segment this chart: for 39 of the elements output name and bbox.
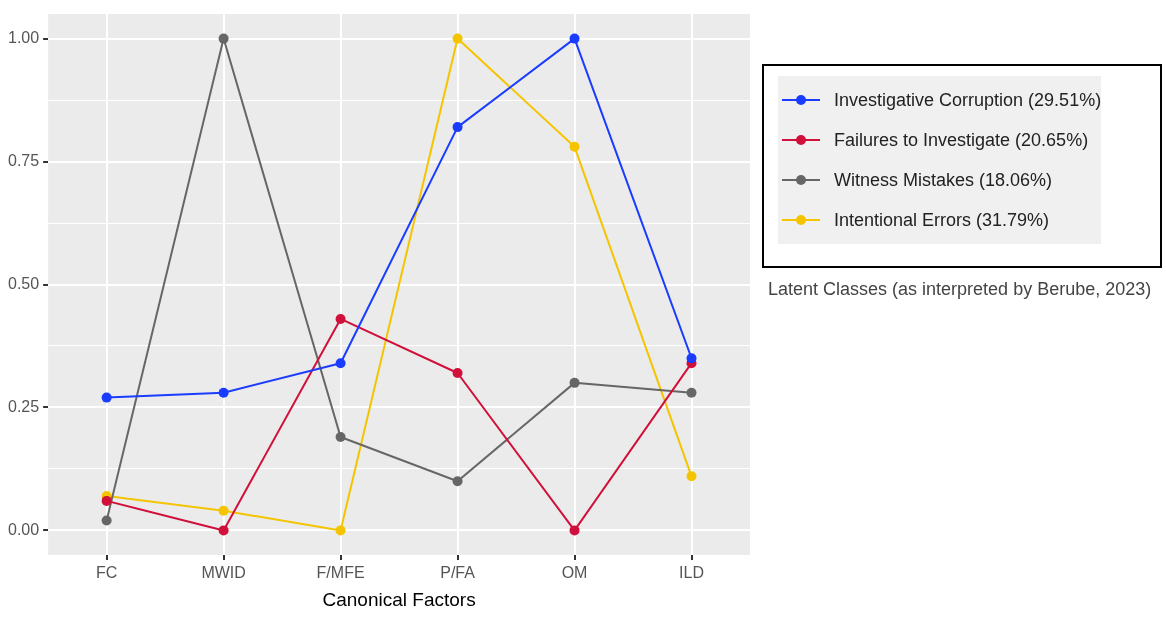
point: [101, 515, 112, 526]
point: [218, 387, 229, 398]
y-tick-label: 1.00: [8, 29, 40, 46]
point: [335, 525, 346, 536]
point: [569, 141, 580, 152]
point: [452, 476, 463, 487]
legend-label: Witness Mistakes (18.06%): [834, 169, 1053, 191]
point: [101, 495, 112, 506]
point: [686, 353, 697, 364]
point: [218, 33, 229, 44]
y-tick-label: 0.50: [8, 274, 40, 292]
text: Latent Classes (as interpreted by Berube, 2023): [768, 278, 1153, 301]
y-tick-label: 0.25: [8, 397, 40, 415]
point: [569, 33, 580, 44]
point: [218, 505, 229, 516]
point: [452, 33, 463, 44]
point: [335, 313, 346, 324]
point: [686, 387, 697, 398]
y-tick-label: 0.75: [8, 151, 40, 169]
point: [335, 431, 346, 442]
point: [218, 525, 229, 536]
point: [569, 377, 580, 388]
legend-label: Investigative Corruption (29.51%): [834, 89, 1102, 111]
legend-label: Failures to Investigate (20.65%): [834, 129, 1089, 151]
x-tick-label: FC: [95, 564, 118, 582]
x-tick-label: F/MFE: [316, 564, 365, 582]
x-axis-title: Canonical Factors: [322, 588, 476, 610]
point: [686, 471, 697, 482]
x-tick-label: OM: [561, 564, 588, 582]
x-tick-label: MWID: [201, 564, 246, 582]
point: [101, 392, 112, 403]
point: [335, 358, 346, 369]
legend-label: Intentional Errors (31.79%): [834, 209, 1050, 231]
x-tick-label: ILD: [679, 564, 704, 582]
point: [569, 525, 580, 536]
x-tick-label: P/FA: [440, 564, 476, 582]
y-tick-label: 0.00: [8, 520, 40, 538]
point: [452, 368, 463, 379]
point: [452, 122, 463, 133]
